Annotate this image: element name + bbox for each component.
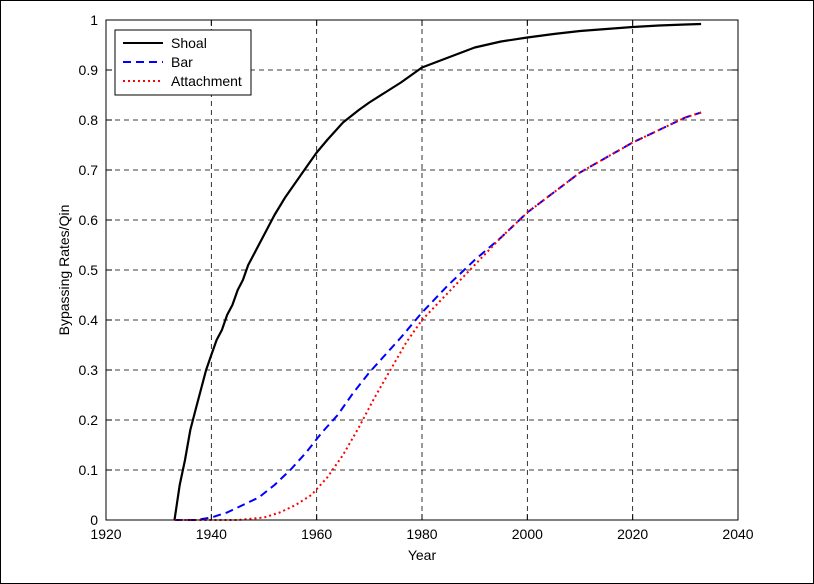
y-tick-label: 0.3: [79, 362, 99, 378]
x-tick-label: 2020: [617, 526, 648, 542]
y-tick-label: 0.8: [79, 112, 99, 128]
series-line-shoal: [173, 22, 702, 521]
y-tick-label: 0.2: [79, 412, 99, 428]
ticks: [105, 19, 739, 521]
x-tick-label: 1940: [196, 526, 227, 542]
legend-label-attachment: Attachment: [171, 73, 242, 89]
series-line-attachment: [174, 111, 702, 521]
legend-label-shoal: Shoal: [171, 35, 207, 51]
y-axis-label: Bypassing Rates/Qin: [56, 205, 72, 336]
y-tick-label: 0.6: [79, 212, 99, 228]
x-tick-label: 2040: [722, 526, 753, 542]
grid: [106, 20, 738, 520]
x-axis-label: Year: [408, 547, 437, 563]
x-tick-label: 1960: [301, 526, 332, 542]
x-tick-label: 2000: [512, 526, 543, 542]
x-tick-label: 1920: [90, 526, 121, 542]
series-layer: [173, 22, 702, 521]
legend-label-bar: Bar: [171, 54, 193, 70]
y-tick-label: 0.9: [79, 62, 99, 78]
y-tick-label: 0: [90, 512, 98, 528]
y-tick-label: 0.5: [79, 262, 99, 278]
x-tick-label: 1980: [406, 526, 437, 542]
series-line-bar: [174, 111, 702, 521]
y-tick-label: 0.1: [79, 462, 99, 478]
legend: Shoal Bar Attachment: [114, 29, 252, 96]
tick-labels: 1920 1940 1960 1980 2000 2020 2040 0 0.1 0.2 0.3 0.…: [79, 12, 754, 542]
y-tick-label: 1: [90, 12, 98, 28]
y-tick-label: 0.7: [79, 162, 99, 178]
y-tick-label: 0.4: [79, 312, 99, 328]
